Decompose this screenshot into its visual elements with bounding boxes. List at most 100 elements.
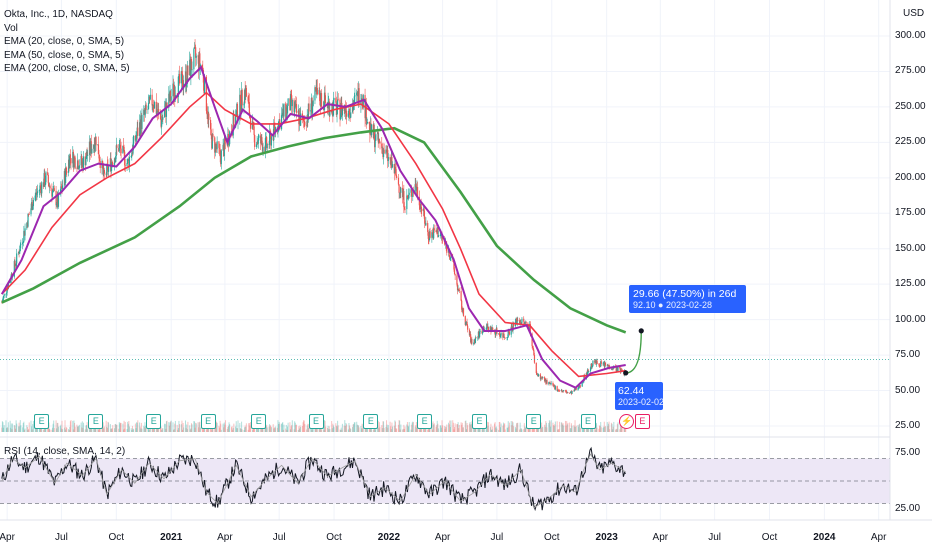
candle-body xyxy=(351,106,354,113)
volume-bar xyxy=(374,427,376,432)
candle-body xyxy=(69,154,71,168)
volume-bar xyxy=(287,422,289,432)
volume-bar xyxy=(235,426,237,432)
time-tick-label: 2024 xyxy=(813,532,836,543)
earnings-icon[interactable]: E xyxy=(146,414,162,429)
candle-body xyxy=(149,94,151,100)
volume-bar xyxy=(64,420,66,432)
volume-bar xyxy=(510,421,512,432)
volume-bar xyxy=(553,424,555,432)
volume-bar xyxy=(570,423,572,432)
candle-body xyxy=(492,327,494,331)
volume-bar xyxy=(491,429,493,432)
volume-bar xyxy=(291,420,293,432)
volume-bar xyxy=(19,420,21,432)
volume-bar xyxy=(118,422,120,432)
candle-body xyxy=(406,195,408,210)
earnings-icon[interactable]: E xyxy=(580,414,596,429)
volume-bar xyxy=(594,426,596,432)
legend-ema20[interactable]: EMA (20, close, 0, SMA, 5) xyxy=(4,36,125,47)
candle-body xyxy=(209,119,212,130)
volume-bar xyxy=(108,422,110,432)
volume-bar xyxy=(382,421,384,432)
volume-bar xyxy=(395,428,397,432)
candle-body xyxy=(210,129,212,136)
candle-body xyxy=(65,167,67,172)
candle-body xyxy=(19,251,21,254)
volume-bar xyxy=(41,428,43,432)
volume-bar xyxy=(105,420,107,432)
volume-bar xyxy=(243,429,245,432)
volume-bar xyxy=(248,423,250,432)
volume-bar xyxy=(408,426,410,432)
volume-bar xyxy=(19,426,21,432)
candle-body xyxy=(134,135,137,141)
volume-bar xyxy=(562,423,564,432)
candle-body xyxy=(344,104,346,113)
volume-bar xyxy=(12,423,14,432)
candle-body xyxy=(289,93,292,111)
volume-bar xyxy=(402,429,404,432)
symbol-title[interactable]: Okta, Inc., 1D, NASDAQ xyxy=(4,9,113,20)
volume-bar xyxy=(389,421,391,432)
rsi-legend[interactable]: RSI (14, close, SMA, 14, 2) xyxy=(4,446,126,457)
candle-body xyxy=(450,257,452,259)
volume-bar xyxy=(525,427,527,432)
projection-arrow[interactable] xyxy=(623,328,644,376)
volume-bar xyxy=(373,428,375,432)
candle-body xyxy=(95,136,97,146)
earnings-icon[interactable]: E xyxy=(526,414,542,429)
volume-bar xyxy=(31,429,33,432)
candle-body xyxy=(57,193,60,207)
candle-body xyxy=(90,141,92,154)
earnings-icon[interactable]: E xyxy=(417,414,433,429)
candle-body xyxy=(208,113,210,120)
candle-body xyxy=(374,140,376,148)
volume-bar xyxy=(507,421,509,432)
volume-bar xyxy=(6,428,8,432)
volume-bar xyxy=(332,425,334,432)
candle-body xyxy=(66,171,68,173)
legend-ema200[interactable]: EMA (200, close, 0, SMA, 5) xyxy=(4,63,130,74)
earnings-icon[interactable]: E xyxy=(308,414,324,429)
volume-bar xyxy=(241,429,243,432)
volume-bar xyxy=(441,420,443,432)
volume-bar xyxy=(550,426,552,432)
volume-bar xyxy=(306,425,308,432)
volume-bar xyxy=(385,427,387,432)
lightning-icon[interactable]: ⚡ xyxy=(619,414,635,429)
volume-bar xyxy=(247,429,249,432)
candle-body xyxy=(190,58,193,71)
volume-bar xyxy=(403,424,405,432)
earnings-icon[interactable]: E xyxy=(472,414,487,429)
volume-bar xyxy=(427,429,429,432)
volume-bar xyxy=(252,426,254,432)
legend-vol[interactable]: Vol xyxy=(4,22,18,34)
volume-bar xyxy=(181,420,183,432)
volume-bar xyxy=(15,420,17,432)
legend-ema50[interactable]: EMA (50, close, 0, SMA, 5) xyxy=(4,49,125,61)
volume-bar xyxy=(169,422,171,432)
volume-bar xyxy=(489,427,491,432)
earnings-icon[interactable]: E xyxy=(88,414,104,429)
volume-bar xyxy=(214,426,216,432)
candle-body xyxy=(549,383,552,385)
volume-bar xyxy=(378,422,380,432)
volume-bar xyxy=(410,429,412,432)
earnings-icon[interactable]: E xyxy=(251,414,267,429)
candle-body xyxy=(287,98,289,106)
candle-body xyxy=(458,289,460,292)
earnings-icon[interactable]: E xyxy=(634,414,650,429)
volume-bar xyxy=(560,422,562,432)
candle-body xyxy=(301,113,304,118)
volume-bar xyxy=(223,422,225,432)
candle-body xyxy=(32,200,35,207)
earnings-icon[interactable]: E xyxy=(34,414,50,429)
earnings-icon[interactable]: E xyxy=(363,414,379,429)
candle-body xyxy=(205,76,207,111)
candle-body xyxy=(195,55,197,58)
earnings-icon[interactable]: E xyxy=(200,414,216,429)
volume-bar xyxy=(582,429,584,432)
volume-bar xyxy=(145,428,147,432)
